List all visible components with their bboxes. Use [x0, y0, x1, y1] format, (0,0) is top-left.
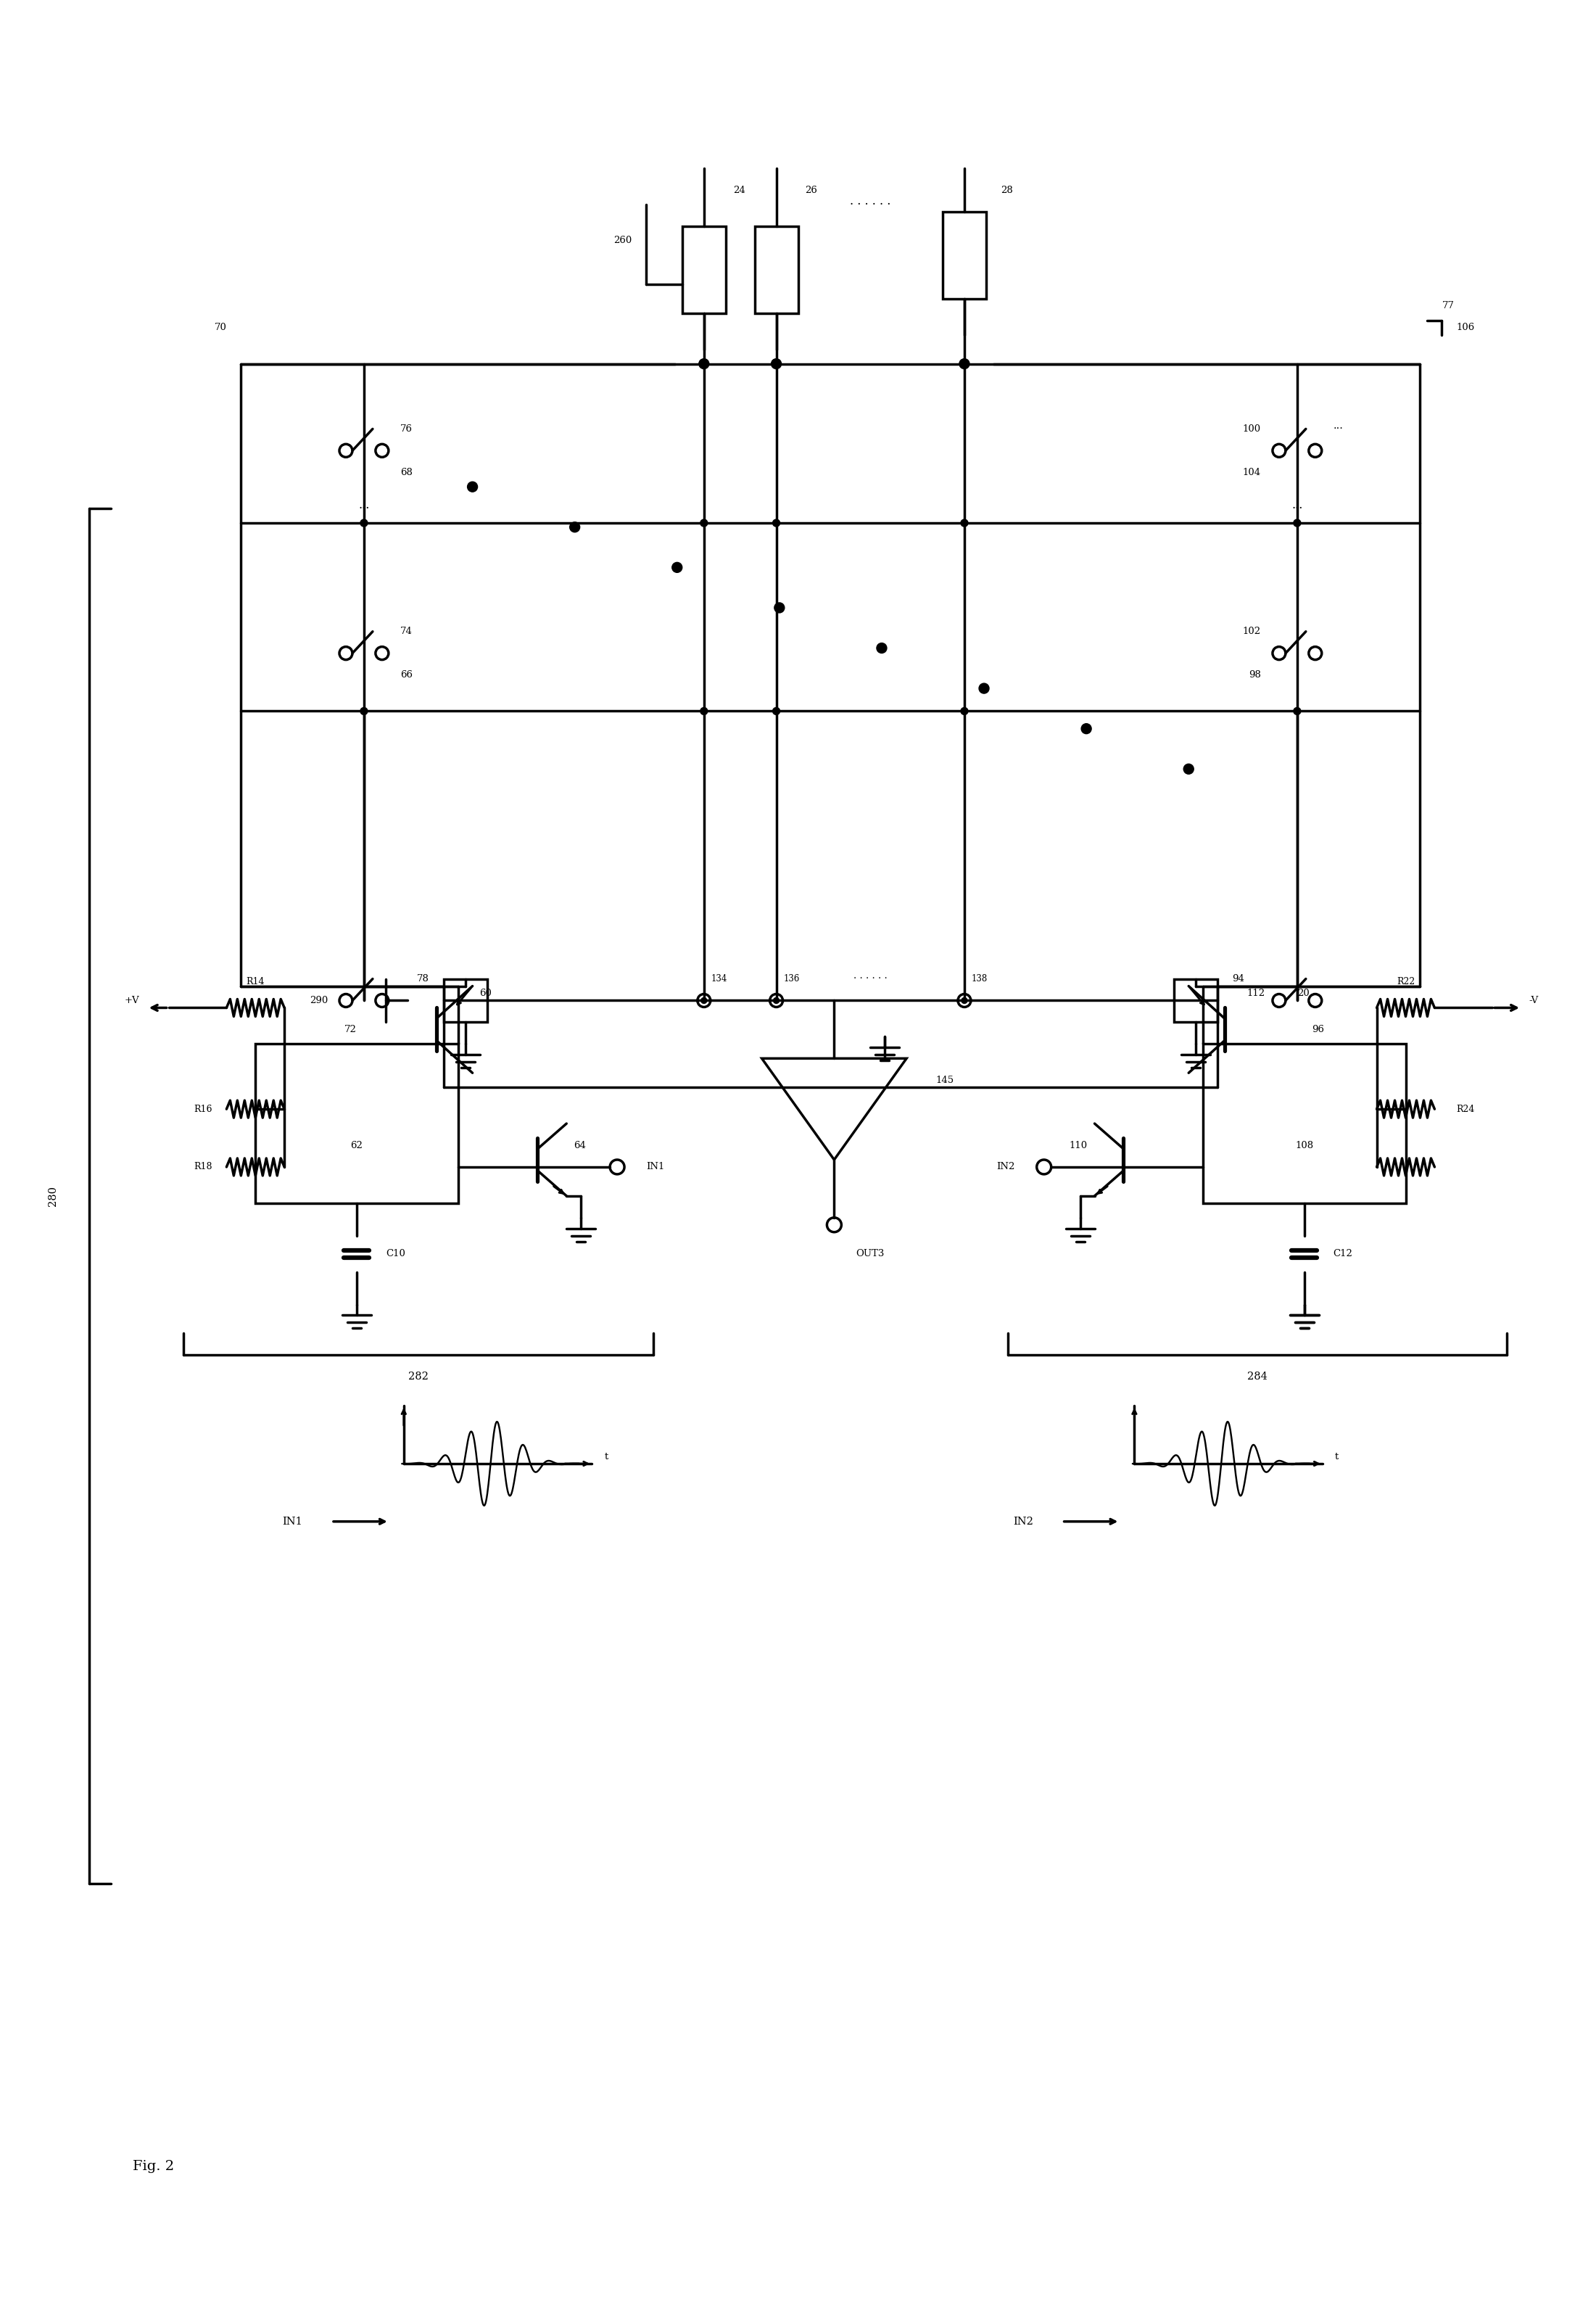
Text: 74: 74: [401, 627, 412, 636]
Text: ···: ···: [359, 502, 370, 514]
Circle shape: [774, 602, 785, 613]
Text: R22: R22: [1396, 977, 1414, 987]
Text: t: t: [605, 1452, 608, 1461]
Bar: [1175, 980, 1218, 1021]
Text: ···: ···: [1291, 502, 1302, 514]
Circle shape: [771, 360, 782, 369]
Text: 100: 100: [1243, 424, 1261, 433]
Text: 72: 72: [345, 1026, 358, 1035]
Text: 102: 102: [1243, 627, 1261, 636]
Bar: [755, 226, 798, 313]
Text: 280: 280: [48, 1185, 57, 1206]
Circle shape: [959, 360, 969, 369]
Circle shape: [672, 562, 681, 572]
Bar: [255, 1044, 458, 1203]
Circle shape: [772, 519, 780, 526]
Text: 20: 20: [1298, 989, 1309, 998]
Text: 282: 282: [409, 1371, 428, 1383]
Text: IN1: IN1: [282, 1517, 303, 1526]
Circle shape: [961, 519, 969, 526]
Circle shape: [1184, 763, 1194, 774]
Text: 112: 112: [1246, 989, 1264, 998]
Text: 136: 136: [784, 975, 800, 984]
Circle shape: [961, 998, 967, 1003]
Text: R16: R16: [193, 1104, 212, 1113]
Circle shape: [774, 998, 779, 1003]
Bar: [943, 212, 986, 300]
Circle shape: [701, 998, 707, 1003]
Text: 110: 110: [1069, 1141, 1087, 1150]
Circle shape: [699, 360, 709, 369]
Text: IN1: IN1: [646, 1162, 664, 1171]
Circle shape: [961, 708, 969, 715]
Text: 260: 260: [613, 235, 632, 247]
Text: 60: 60: [480, 989, 492, 998]
Circle shape: [468, 482, 477, 491]
Text: 28: 28: [1001, 184, 1013, 196]
Circle shape: [772, 708, 780, 715]
Text: 66: 66: [401, 671, 412, 680]
Bar: [444, 980, 487, 1021]
Text: 98: 98: [1248, 671, 1261, 680]
Text: IN2: IN2: [996, 1162, 1015, 1171]
Text: 134: 134: [712, 975, 728, 984]
Text: R18: R18: [193, 1162, 212, 1171]
Text: · · · · · ·: · · · · · ·: [851, 198, 891, 210]
Text: 94: 94: [1232, 975, 1245, 984]
Text: Fig. 2: Fig. 2: [132, 2160, 174, 2174]
Circle shape: [978, 682, 990, 694]
Circle shape: [701, 708, 707, 715]
Circle shape: [701, 519, 707, 526]
Text: 68: 68: [401, 468, 412, 477]
Text: 108: 108: [1296, 1141, 1314, 1150]
Bar: [681, 226, 726, 313]
Text: t: t: [1334, 1452, 1339, 1461]
Text: 145: 145: [935, 1076, 954, 1086]
Text: 24: 24: [733, 184, 745, 196]
Text: 64: 64: [573, 1141, 586, 1150]
Text: 104: 104: [1243, 468, 1261, 477]
Text: OUT3: OUT3: [855, 1249, 884, 1259]
Text: 106: 106: [1456, 323, 1475, 332]
Text: C10: C10: [386, 1249, 405, 1259]
Text: 62: 62: [351, 1141, 362, 1150]
Text: C12: C12: [1333, 1249, 1353, 1259]
Text: 77: 77: [1441, 302, 1454, 311]
Text: 26: 26: [806, 184, 817, 196]
Text: 78: 78: [417, 975, 429, 984]
Circle shape: [1080, 724, 1092, 733]
Circle shape: [876, 643, 887, 652]
Text: 96: 96: [1312, 1026, 1325, 1035]
Text: 70: 70: [214, 323, 227, 332]
Text: · · · · · ·: · · · · · ·: [854, 975, 887, 984]
Text: IN2: IN2: [1013, 1517, 1033, 1526]
Text: 138: 138: [972, 975, 988, 984]
Text: R24: R24: [1456, 1104, 1475, 1113]
Circle shape: [361, 519, 367, 526]
Text: 76: 76: [401, 424, 412, 433]
Text: -V: -V: [1529, 996, 1539, 1005]
Text: 290: 290: [310, 996, 327, 1005]
Circle shape: [1293, 708, 1301, 715]
Circle shape: [1293, 519, 1301, 526]
Circle shape: [570, 521, 579, 532]
Text: R14: R14: [246, 977, 265, 987]
Text: 284: 284: [1246, 1371, 1267, 1383]
Circle shape: [361, 708, 367, 715]
Text: +V: +V: [124, 996, 140, 1005]
Text: ···: ···: [1333, 424, 1344, 433]
Bar: [1203, 1044, 1406, 1203]
